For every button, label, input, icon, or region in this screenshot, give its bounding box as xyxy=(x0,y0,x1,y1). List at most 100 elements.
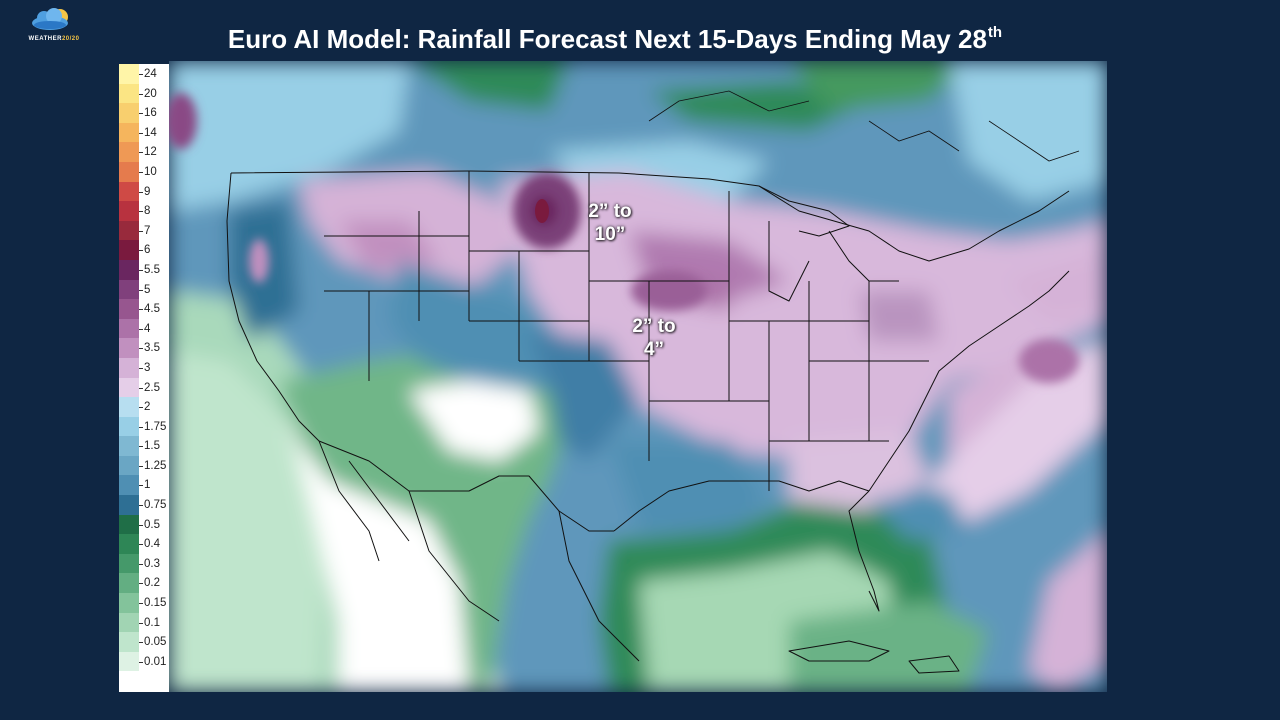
legend-tick xyxy=(139,152,143,154)
legend-tick xyxy=(139,74,143,75)
legend-label: 1.25 xyxy=(144,459,167,472)
legend-label: 0.3 xyxy=(144,557,160,570)
legend-swatch xyxy=(119,416,139,437)
legend-label: 16 xyxy=(144,107,157,120)
legend-tick xyxy=(139,407,143,409)
legend-swatch xyxy=(119,573,139,594)
annotation-dakotas-line2: 10” xyxy=(594,224,626,245)
legend-label: 10 xyxy=(144,165,157,178)
weather2020-logo: WEATHER20/20 xyxy=(16,6,92,44)
legend-swatch xyxy=(119,220,139,241)
legend-row: 5 xyxy=(119,279,169,300)
legend-label: 24 xyxy=(144,68,157,80)
legend-tick xyxy=(139,309,143,311)
legend-tick xyxy=(139,93,143,95)
legend-label: 3 xyxy=(144,361,151,374)
page-title: Euro AI Model: Rainfall Forecast Next 15… xyxy=(227,24,1003,54)
legend-swatch xyxy=(119,397,139,417)
legend-swatch xyxy=(119,671,139,691)
legend-row: 5.5 xyxy=(119,259,169,280)
legend-label: 1.5 xyxy=(144,440,160,453)
legend-tick xyxy=(139,524,143,526)
legend-row: 1 xyxy=(119,475,169,496)
legend-label: 5 xyxy=(144,283,151,296)
legend-label: 2.5 xyxy=(144,381,160,394)
legend-swatch xyxy=(119,122,139,143)
legend-label: 0.4 xyxy=(144,538,160,551)
legend-label: 4.5 xyxy=(144,303,160,316)
legend-row: 6 xyxy=(119,240,169,260)
legend-tick xyxy=(139,485,143,487)
legend-swatch xyxy=(119,593,139,613)
legend-tick xyxy=(139,348,143,350)
legend-row: 0.05 xyxy=(119,632,169,652)
annotation-midwest: 2” to 4” xyxy=(594,315,714,361)
legend-row: 16 xyxy=(119,103,169,123)
legend-swatch xyxy=(119,632,139,652)
legend-row: 0.75 xyxy=(119,495,169,515)
legend-row: 1.75 xyxy=(119,416,169,437)
legend-swatch xyxy=(119,455,139,476)
legend-label: 7 xyxy=(144,224,151,237)
legend-row: 0.2 xyxy=(119,573,169,594)
legend-tick xyxy=(139,328,143,330)
legend-tick xyxy=(139,387,143,389)
legend-label: 0.05 xyxy=(144,636,167,649)
legend-tick xyxy=(139,465,143,467)
legend-swatch xyxy=(119,240,139,260)
legend-swatch xyxy=(119,357,139,378)
legend-row: 0.3 xyxy=(119,553,169,574)
precipitation-legend: 24 20 16 14 12 10 9 8 7 6 5.5 5 4.5 4 3.5 3 2.5 2 1.75 1.5 1… xyxy=(119,64,169,692)
legend-tick xyxy=(139,113,143,115)
legend-tick xyxy=(139,544,143,546)
legend-row: 10 xyxy=(119,161,169,182)
legend-row: 24 xyxy=(119,64,169,84)
legend-row: 4 xyxy=(119,318,169,339)
legend-label: 20 xyxy=(144,87,157,100)
legend-label: 3.5 xyxy=(144,342,160,355)
legend-swatch xyxy=(119,259,139,280)
legend-swatch xyxy=(119,299,139,319)
rainfall-map-graphic xyxy=(169,61,1107,692)
legend-tick xyxy=(139,563,143,565)
legend-label: 0.75 xyxy=(144,499,167,512)
annotation-dakotas-line1: 2” to xyxy=(588,201,632,222)
annotation-dakotas: 2” to 10” xyxy=(550,200,670,246)
legend-row: 3 xyxy=(119,357,169,378)
legend-tick xyxy=(139,426,143,428)
legend-label: 0.01 xyxy=(144,655,167,668)
legend-row: 0.5 xyxy=(119,514,169,535)
legend-tick xyxy=(139,230,143,232)
legend-label: 14 xyxy=(144,126,157,139)
legend-label: 2 xyxy=(144,401,151,414)
legend-label: 9 xyxy=(144,185,151,198)
legend-row: 0.1 xyxy=(119,612,169,633)
legend-tick xyxy=(139,446,143,448)
legend-row: 3.5 xyxy=(119,338,169,358)
legend-swatch xyxy=(119,377,139,398)
legend-swatch xyxy=(119,553,139,574)
legend-swatch xyxy=(119,475,139,496)
legend-tick xyxy=(139,171,143,173)
legend-row: 2 xyxy=(119,397,169,417)
legend-row: 4.5 xyxy=(119,299,169,319)
legend-tick xyxy=(139,132,143,134)
legend-swatch xyxy=(119,436,139,456)
legend-swatch xyxy=(119,201,139,221)
legend-row: 1.25 xyxy=(119,455,169,476)
annotation-midwest-line1: 2” to xyxy=(632,316,676,337)
legend-tick xyxy=(139,622,143,624)
legend-swatch xyxy=(119,83,139,104)
legend-swatch xyxy=(119,103,139,123)
legend-label: 4 xyxy=(144,322,151,335)
legend-swatch xyxy=(119,142,139,162)
legend-row: 14 xyxy=(119,122,169,143)
legend-row: 0.15 xyxy=(119,593,169,613)
annotation-midwest-line2: 4” xyxy=(643,339,665,360)
legend-swatch xyxy=(119,279,139,300)
logo-wordmark: WEATHER20/20 xyxy=(28,36,80,42)
legend-swatch xyxy=(119,318,139,339)
legend-tick xyxy=(139,367,143,369)
legend-label: 0.1 xyxy=(144,616,160,629)
legend-row: 1.5 xyxy=(119,436,169,456)
